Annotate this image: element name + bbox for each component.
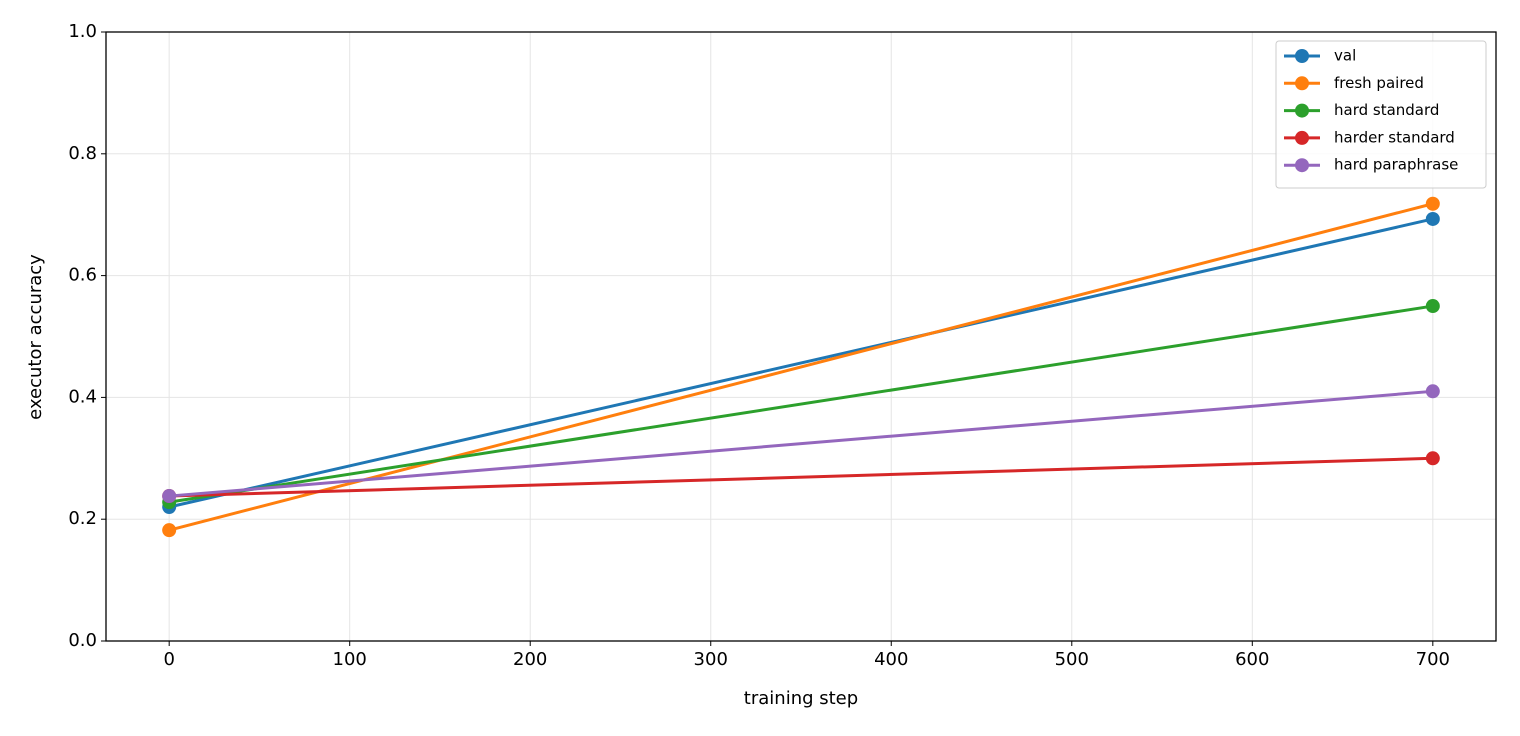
y-tick-label: 0.0 [68,630,97,651]
x-tick-label: 600 [1235,649,1269,670]
legend-label: hard standard [1334,101,1439,119]
y-tick-label: 0.6 [68,265,97,286]
legend-label: harder standard [1334,128,1455,146]
series-line [169,456,1433,498]
series-line [169,389,1433,498]
point [1425,384,1440,399]
y-axis-label: executor accuracy [25,254,46,420]
point [1425,451,1440,466]
point [1425,211,1440,226]
x-tick-label: 300 [694,649,728,670]
legend-marker [1295,130,1309,145]
legend-marker [1295,103,1309,118]
x-tick-label: 200 [513,649,547,670]
x-axis-label: training step [744,688,858,709]
x-tick-label: 500 [1055,649,1089,670]
series-line [168,217,1434,509]
legend-label: val [1334,47,1356,65]
y-tick-label: 0.2 [68,508,97,529]
series-line [168,202,1434,532]
legend-marker [1295,158,1309,173]
legend-label: fresh paired [1334,74,1424,92]
y-tick-label: 0.8 [68,143,97,164]
series-line [168,304,1434,504]
point [1425,196,1440,211]
legend-marker [1295,76,1309,91]
point [162,523,177,538]
x-tick-label: 700 [1416,649,1450,670]
x-tick-label: 400 [874,649,908,670]
plot-frame [105,31,1497,642]
legend-label: hard paraphrase [1334,156,1458,174]
y-tick-label: 0.4 [68,386,97,407]
legend: val fresh paired hard standard harder stand… [1275,40,1487,189]
point [162,489,177,504]
legend-box [1275,40,1487,189]
point [1425,299,1440,314]
legend-marker [1295,49,1309,63]
x-tick-label: 100 [333,649,367,670]
y-tick-label: 1.0 [68,21,97,42]
x-tick-label: 0 [163,649,174,670]
